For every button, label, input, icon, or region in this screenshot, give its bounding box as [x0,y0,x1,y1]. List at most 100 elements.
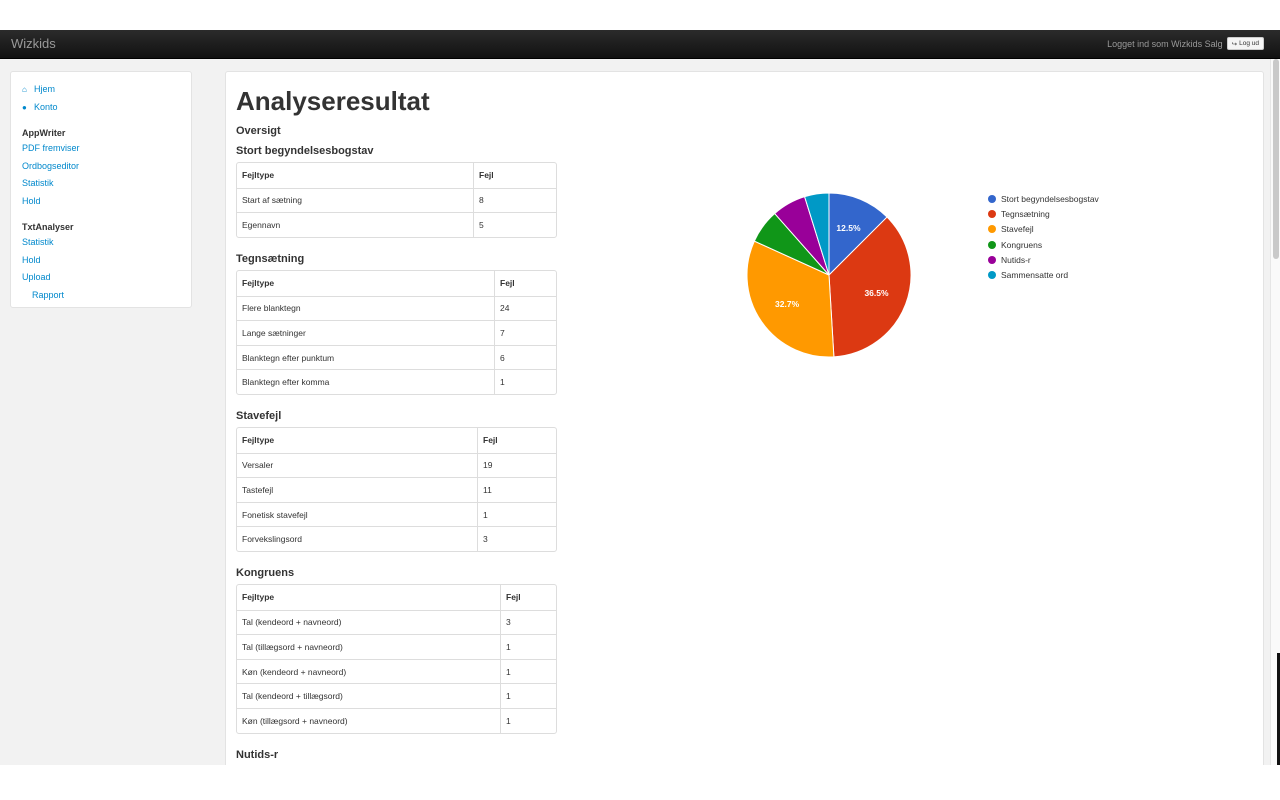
column-header-count: Fejl [473,163,556,188]
legend-item[interactable]: Kongruens [988,237,1099,252]
column-header-count: Fejl [477,428,556,453]
row-type: Flere blanktegn [237,295,494,321]
sidebar-item-appwriter-statistics[interactable]: Statistik [22,178,54,188]
row-type: Fonetisk stavefejl [237,501,477,527]
sidebar-item-home[interactable]: ⌂ Hjem [22,81,180,99]
vertical-scrollbar[interactable] [1270,59,1280,765]
table-row: Start af sætning 8 [237,187,556,213]
navbar: Wizkids Logget ind som Wizkids Salg ↪ Lo… [0,30,1280,59]
column-header-type: Fejltype [242,592,275,603]
row-count: 5 [473,212,556,237]
chart-legend: Stort begyndelsesbogstav Tegnsætning Stave… [988,191,1099,283]
table-row: Lange sætninger 7 [237,320,556,345]
scrollbar-thumb[interactable] [1273,59,1279,259]
error-table: Fejltype Fejl Versaler 19 Tastefejl 11 Fone… [236,427,557,552]
pie-slice[interactable] [828,192,888,277]
pie-slice[interactable] [803,192,830,276]
section-title: Stort begyndelsesbogstav [236,145,374,157]
row-count: 24 [494,295,556,321]
brand-logo[interactable]: Wizkids [11,36,56,51]
logged-in-text: Logget ind som Wizkids Salg [1107,38,1223,49]
pie-chart: 12.5% 36.5% 32.7% [736,182,926,377]
legend-item[interactable]: Tegnsætning [988,206,1099,221]
legend-swatch [988,255,996,264]
sidebar-item-txtanalyser-teams[interactable]: Hold [22,254,41,265]
legend-swatch [988,194,996,203]
error-table: Fejltype Fejl Tal (kendeord + navneord) 3 … [236,584,557,734]
legend-swatch [988,209,996,218]
sidebar-item-label: Konto [34,101,58,112]
sidebar-item-txtanalyser-statistics[interactable]: Statistik [22,237,54,247]
pie-slice-label: 12.5% [836,223,861,233]
sidebar-item-dictionary-editor[interactable]: Ordbogseditor [22,160,80,171]
sidebar-header-txtanalyser: TxtAnalyser [22,222,74,232]
sidebar-item-label: Hjem [34,84,56,94]
error-table: Fejltype Fejl Flere blanktegn 24 Lange sæt… [236,270,557,395]
pie-slice[interactable] [828,216,912,358]
table-row: Blanktegn efter komma 1 [237,369,556,394]
sidebar-item-account[interactable]: ● Konto [22,99,180,117]
row-count: 1 [500,683,556,708]
row-type: Start af sætning [237,187,473,213]
section-title: Nutids-r [236,749,279,761]
row-count: 1 [494,369,556,394]
column-header-count: Fejl [494,271,556,296]
row-count: 1 [500,707,556,733]
sidebar-item-report[interactable]: Rapport [32,289,65,300]
main-content: Analyseresultat Oversigt Stort begyndels… [225,71,1264,765]
pie-slice-label: 32.7% [775,299,800,309]
table-row: Tastefejl 11 [237,477,556,502]
row-count: 1 [477,501,556,527]
legend-item[interactable]: Stort begyndelsesbogstav [988,191,1099,206]
logout-label: Log ud [1239,40,1259,47]
row-type: Lange sætninger [237,320,494,345]
column-header-count: Fejl [500,585,556,610]
table-row: Køn (tillægsord + navneord) 1 [237,707,556,733]
row-type: Egennavn [237,212,473,237]
legend-label: Nutids-r [1001,254,1031,265]
table-row: Blanktegn efter punktum 6 [237,344,556,370]
row-count: 3 [477,526,556,551]
table-header-row: Fejltype Fejl [237,428,556,453]
legend-item[interactable]: Sammensatte ord [988,267,1099,282]
legend-label: Kongruens [1001,239,1043,250]
legend-item[interactable]: Nutids-r [988,252,1099,267]
bottom-margin [0,765,1280,800]
table-row: Fonetisk stavefejl 1 [237,501,556,527]
row-type: Tal (kendeord + tillægsord) [237,683,500,708]
pie-slice[interactable] [746,240,835,358]
section-title: Stavefejl [236,410,282,422]
sidebar-item-upload[interactable]: Upload [22,272,51,282]
page-title: Analyseresultat [236,86,430,116]
legend-label: Sammensatte ord [1001,270,1069,281]
row-count: 6 [494,344,556,370]
section-title: Kongruens [236,567,295,579]
page-viewport: ⌂ Hjem ● Konto AppWriter PDF fremviser Ord… [0,59,1270,765]
legend-item[interactable]: Stavefejl [988,222,1099,237]
table-row: Egennavn 5 [237,212,556,237]
row-type: Blanktegn efter komma [237,369,494,394]
table-header-row: Fejltype Fejl [237,271,556,296]
table-row: Tal (kendeord + navneord) 3 [237,609,556,635]
sidebar: ⌂ Hjem ● Konto AppWriter PDF fremviser Ord… [10,71,192,308]
column-header-type: Fejltype [242,435,275,446]
legend-swatch [988,271,996,280]
row-count: 1 [500,658,556,684]
logout-button[interactable]: ↪ Log ud [1226,37,1264,50]
row-type: Tastefejl [237,477,477,502]
table-row: Forvekslingsord 3 [237,526,556,551]
pie-slice-label: 36.5% [864,288,889,298]
row-type: Køn (kendeord + navneord) [237,658,500,684]
row-type: Blanktegn efter punktum [237,344,494,370]
user-icon: ● [22,102,27,112]
table-row: Tal (tillægsord + navneord) 1 [237,634,556,659]
user-area: Logget ind som Wizkids Salg ↪ Log ud [1107,37,1264,50]
sidebar-item-pdf-viewer[interactable]: PDF fremviser [22,143,80,153]
section-title: Tegnsætning [236,253,305,265]
sidebar-header-appwriter: AppWriter [22,128,66,138]
error-table: Fejltype Fejl Start af sætning 8 Egennavn 5 [236,162,557,238]
legend-label: Stort begyndelsesbogstav [1001,193,1099,204]
row-type: Forvekslingsord [237,526,477,551]
table-row: Flere blanktegn 24 [237,295,556,321]
sidebar-item-appwriter-teams[interactable]: Hold [22,195,41,206]
